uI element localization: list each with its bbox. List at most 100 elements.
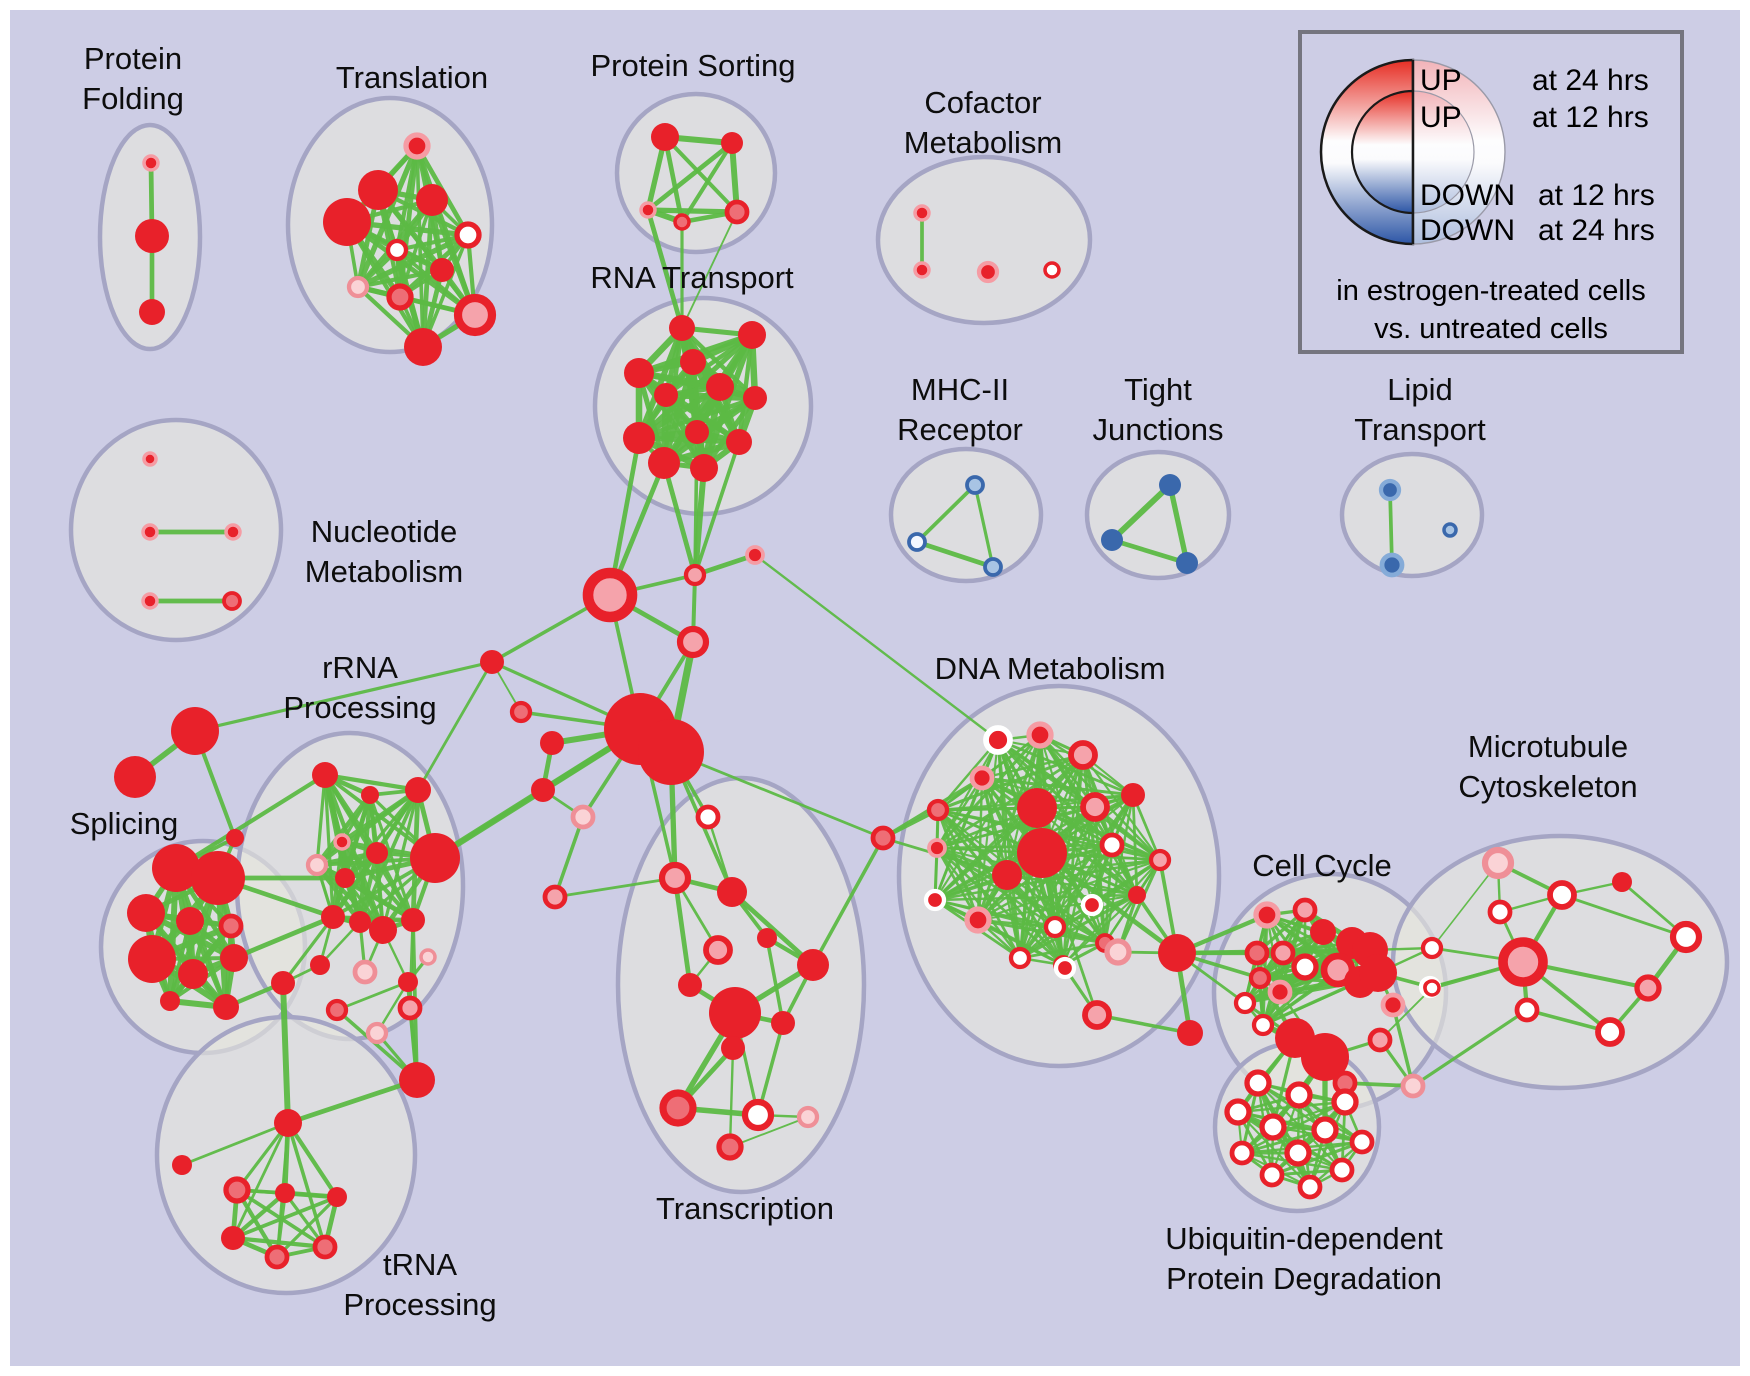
legend-down-12-time: at 12 hrs [1538, 179, 1655, 212]
network-edge [285, 1120, 340, 1200]
network-node-98 [275, 1183, 295, 1203]
cluster-label-lipid-transport: Transport [1354, 412, 1486, 447]
network-edge [1018, 843, 1114, 960]
network-node-179 [1331, 1088, 1359, 1116]
network-node-73 [160, 991, 180, 1011]
network-edge [375, 851, 415, 922]
cluster-label-mhc-ii-receptor: MHC-II [911, 372, 1009, 407]
network-node-74 [312, 762, 338, 788]
network-node-158 [1251, 1013, 1275, 1037]
network-node-4 [358, 170, 398, 210]
network-edge [1109, 537, 1190, 566]
network-edge [933, 893, 1139, 902]
legend-up-24-time: at 24 hrs [1532, 64, 1649, 97]
network-edge [231, 1195, 339, 1240]
network-node-115 [796, 1105, 820, 1129]
network-node-117 [983, 725, 1013, 755]
network-edge [935, 805, 1097, 850]
network-node-89 [310, 955, 330, 975]
network-edge [980, 753, 1085, 780]
network-node-14 [651, 123, 679, 151]
network-edge [187, 918, 229, 1010]
network-node-92 [365, 1021, 389, 1045]
network-edge [693, 440, 741, 577]
network-node-166 [1400, 1073, 1426, 1099]
network-node-85 [401, 908, 425, 932]
network-edge [1167, 482, 1190, 566]
network-node-108 [797, 949, 829, 981]
network-node-133 [1128, 886, 1146, 904]
cluster-mhc-ii-receptor [888, 446, 1044, 584]
network-node-139 [1080, 893, 1104, 917]
network-node-63 [226, 829, 244, 847]
network-node-178 [1285, 1081, 1313, 1109]
network-node-50 [582, 567, 638, 623]
network-edge [669, 750, 885, 840]
network-node-160 [1301, 1033, 1349, 1081]
network-edge [1240, 1128, 1327, 1155]
network-edge [915, 483, 977, 544]
network-node-26 [1159, 474, 1181, 496]
network-node-25 [983, 557, 1003, 577]
network-node-84 [369, 916, 397, 944]
legend-down-24-label: DOWN [1420, 214, 1515, 247]
network-edge [976, 893, 1139, 922]
network-node-129 [1148, 848, 1172, 872]
network-node-128 [1099, 832, 1125, 858]
cluster-label-ubiquitin-degradation: Ubiquitin-dependent [1165, 1221, 1443, 1256]
network-node-81 [410, 833, 460, 883]
network-node-10 [346, 275, 370, 299]
legend-up-12-label: UP [1420, 101, 1462, 134]
network-node-107 [703, 935, 733, 965]
network-node-29 [1378, 478, 1402, 502]
cluster-label-mhc-ii-receptor: Receptor [897, 412, 1023, 447]
cluster-label-protein-folding: Protein [84, 41, 182, 76]
cluster-label-microtubule-cytoskeleton: Microtubule [1468, 729, 1628, 764]
network-edge [230, 1235, 328, 1250]
network-node-161 [1420, 936, 1444, 960]
network-node-101 [264, 1244, 290, 1270]
network-node-137 [870, 825, 896, 851]
network-node-67 [176, 907, 204, 935]
cluster-label-tight-junctions: Junctions [1093, 412, 1224, 447]
network-node-144 [1253, 901, 1281, 929]
network-node-125 [1017, 828, 1067, 878]
legend-disc-inner-right [1412, 90, 1475, 214]
network-node-68 [218, 913, 244, 939]
network-node-154 [1291, 953, 1319, 981]
network-edge [275, 1195, 339, 1259]
network-node-80 [335, 868, 355, 888]
network-edge [1018, 941, 1107, 960]
network-node-124 [1080, 792, 1110, 822]
network-node-104 [658, 861, 692, 895]
network-node-52 [745, 545, 765, 565]
network-node-94 [399, 1062, 435, 1098]
network-node-58 [570, 804, 596, 830]
cluster-label-cell-cycle: Cell Cycle [1252, 848, 1392, 883]
network-node-35 [141, 592, 159, 610]
network-node-38 [738, 321, 766, 349]
cluster-label-tight-junctions: Tight [1124, 372, 1192, 407]
network-edge [933, 806, 1039, 902]
network-edge [645, 140, 735, 213]
network-node-186 [1259, 1162, 1285, 1188]
network-node-83 [349, 911, 371, 933]
network-node-106 [757, 928, 777, 948]
network-node-185 [1284, 1139, 1312, 1167]
network-edge [645, 207, 685, 331]
network-node-36 [222, 591, 242, 611]
network-edge [636, 325, 685, 441]
network-edge [553, 815, 585, 899]
cluster-label-rrna-processing: rRNA [322, 650, 398, 685]
cluster-label-trna-processing: tRNA [383, 1247, 457, 1282]
cluster-label-protein-sorting: Protein Sorting [590, 48, 795, 83]
network-node-113 [659, 1089, 697, 1127]
network-node-18 [724, 199, 750, 225]
network-node-20 [913, 261, 931, 279]
network-node-79 [366, 842, 388, 864]
network-edge [1270, 1140, 1364, 1177]
network-edge [1270, 1100, 1347, 1177]
cluster-tight-junctions [1084, 449, 1232, 581]
network-node-175 [1669, 920, 1703, 954]
network-edge [765, 936, 785, 1025]
